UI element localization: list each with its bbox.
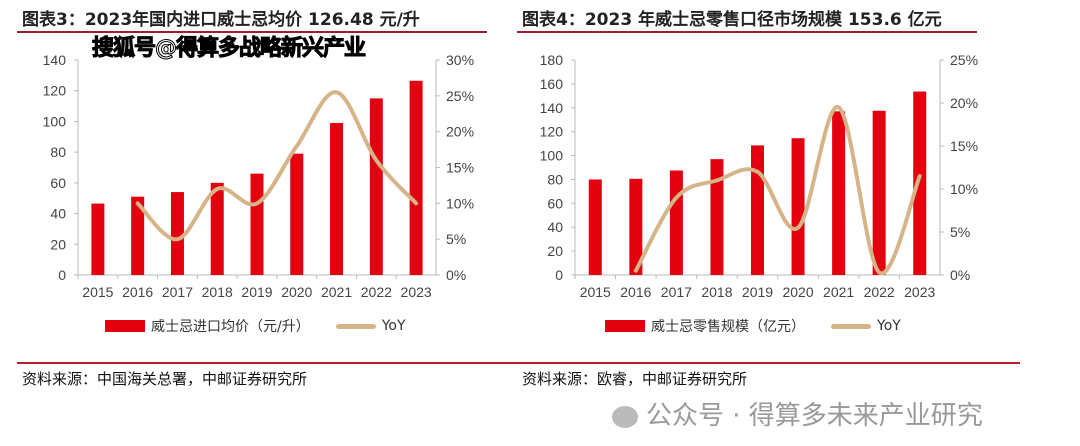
x-tick-label: 2019 — [742, 284, 773, 300]
y-tick-label: 140 — [43, 52, 67, 68]
legend-line-label: YoY — [877, 318, 901, 334]
legend-line-swatch — [335, 323, 376, 329]
y-tick-label: 180 — [540, 52, 564, 68]
y-tick-label: 120 — [540, 124, 564, 140]
y-tick-label: 20 — [547, 243, 563, 259]
source-left: 资料来源：中国海关总署，中邮证券研究所 — [22, 370, 308, 388]
y-tick-label: 100 — [43, 113, 67, 129]
x-tick-label: 2021 — [823, 284, 854, 300]
x-tick-label: 2023 — [904, 284, 935, 300]
chart-title-left: 图表3：2023年国内进口威士忌均价 126.48 元/升 — [22, 10, 420, 30]
y-tick-label: 160 — [540, 76, 564, 92]
bar — [170, 192, 184, 275]
y-tick-label: 0 — [555, 267, 563, 283]
x-tick-label: 2015 — [82, 284, 113, 300]
yoy-line — [135, 90, 419, 242]
chart-left: 0 20 40 60 80 100 120 140 0% 5% 10% 15% 20% 25% 30% 201… — [43, 52, 474, 300]
legend-right: 威士忌零售规模（亿元） YoY — [605, 316, 901, 336]
bar — [710, 159, 724, 275]
bar — [872, 110, 886, 275]
y2-tick-label: 10% — [950, 181, 978, 197]
y2-tick-label: 5% — [446, 231, 466, 247]
x-tick-label: 2016 — [122, 284, 153, 300]
y2-tick-label: 20% — [446, 124, 474, 140]
y-tick-label: 60 — [50, 175, 66, 191]
x-tick-label: 2019 — [241, 284, 272, 300]
y2-tick-label: 0% — [446, 267, 466, 283]
y-tick-label: 100 — [540, 148, 564, 164]
x-tick-label: 2021 — [321, 284, 352, 300]
divider — [17, 362, 1020, 364]
y2-tick-label: 15% — [446, 160, 474, 176]
bar — [210, 182, 224, 275]
y2-tick-label: 0% — [950, 267, 970, 283]
bar — [832, 111, 846, 275]
bar — [91, 203, 105, 275]
bar — [409, 80, 423, 276]
y2-tick-label: 25% — [950, 52, 978, 68]
bar — [330, 122, 344, 275]
legend-bar-label: 威士忌零售规模（亿元） — [651, 319, 805, 335]
y-tick-label: 40 — [547, 219, 563, 235]
y2-tick-label: 5% — [950, 224, 970, 240]
x-tick-label: 2018 — [701, 284, 732, 300]
y2-tick-label: 10% — [446, 195, 474, 211]
legend-bar-label: 威士忌进口均价（元/升） — [151, 319, 310, 335]
bar — [588, 179, 602, 275]
bar — [131, 196, 145, 275]
bar — [791, 138, 805, 275]
x-tick-label: 2022 — [864, 284, 895, 300]
x-tick-label: 2016 — [620, 284, 651, 300]
x-tick-label: 2018 — [202, 284, 233, 300]
bar — [751, 145, 764, 275]
bar — [290, 153, 304, 275]
watermark-top: 搜狐号@得算多战略新兴产业 — [91, 36, 366, 62]
x-tick-label: 2015 — [580, 284, 611, 300]
bar — [913, 91, 927, 276]
bar — [669, 170, 683, 275]
legend-line-label: YoY — [381, 318, 406, 334]
y-tick-label: 80 — [50, 144, 66, 160]
y2-tick-label: 25% — [446, 88, 474, 104]
x-tick-label: 2020 — [782, 284, 813, 300]
chart-title-right: 图表4：2023 年威士忌零售口径市场规模 153.6 亿元 — [522, 10, 942, 30]
y-tick-label: 40 — [50, 206, 66, 222]
y-tick-label: 60 — [547, 195, 563, 211]
y-tick-label: 80 — [547, 171, 563, 187]
y-tick-label: 0 — [58, 267, 66, 283]
legend-line-swatch — [831, 323, 871, 329]
chart-right: 0 20 40 60 80 100 120 140 160 180 0% 5% 10% 15% 20% 25%… — [540, 52, 978, 300]
y-tick-label: 20 — [50, 236, 66, 252]
bar — [250, 173, 264, 275]
x-tick-label: 2023 — [401, 284, 432, 300]
x-tick-label: 2017 — [661, 284, 692, 300]
wechat-icon — [612, 405, 638, 428]
bar — [629, 178, 643, 275]
watermark-bottom: 公众号 · 得算多未来产业研究 — [612, 400, 983, 432]
legend-bar-swatch — [105, 320, 145, 332]
y-tick-label: 120 — [43, 83, 67, 99]
x-tick-label: 2017 — [162, 284, 193, 300]
y2-tick-label: 30% — [446, 52, 474, 68]
watermark-bottom-text: 公众号 · 得算多未来产业研究 — [646, 401, 983, 431]
y2-tick-label: 20% — [950, 95, 978, 111]
source-right: 资料来源：欧睿，中邮证券研究所 — [522, 370, 748, 388]
x-tick-label: 2022 — [361, 284, 392, 300]
y-tick-label: 140 — [540, 100, 564, 116]
y2-tick-label: 15% — [950, 138, 978, 154]
x-tick-label: 2020 — [281, 284, 312, 300]
legend-bar-swatch — [605, 320, 645, 332]
bar — [369, 98, 383, 275]
legend-left: 威士忌进口均价（元/升） YoY — [105, 316, 406, 336]
